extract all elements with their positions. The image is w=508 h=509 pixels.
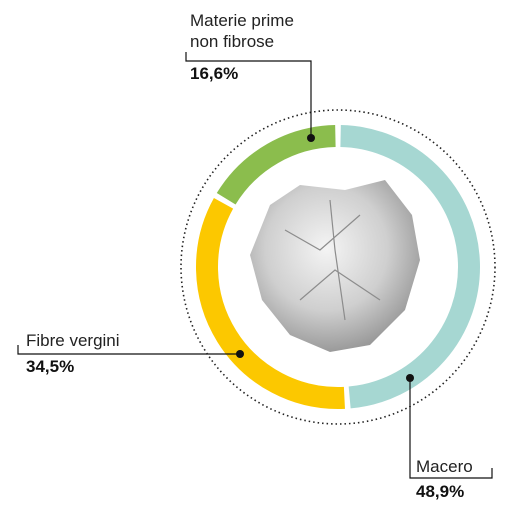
value-label: 48,9% <box>416 482 465 501</box>
value-label: 16,6% <box>190 64 239 83</box>
leaders <box>17 52 493 479</box>
category-label: Macero <box>416 457 473 476</box>
donut-segment <box>216 125 336 205</box>
paper-creases <box>284 199 381 321</box>
donut-segment <box>196 197 345 409</box>
value-label: 34,5% <box>26 357 75 376</box>
leader-dots <box>236 134 414 382</box>
category-label: Materie prime non fibrose <box>190 11 294 51</box>
donut-segment <box>340 125 480 409</box>
paper-ball <box>250 180 420 352</box>
dotted-ring <box>180 109 496 425</box>
category-label: Fibre vergini <box>26 331 120 350</box>
